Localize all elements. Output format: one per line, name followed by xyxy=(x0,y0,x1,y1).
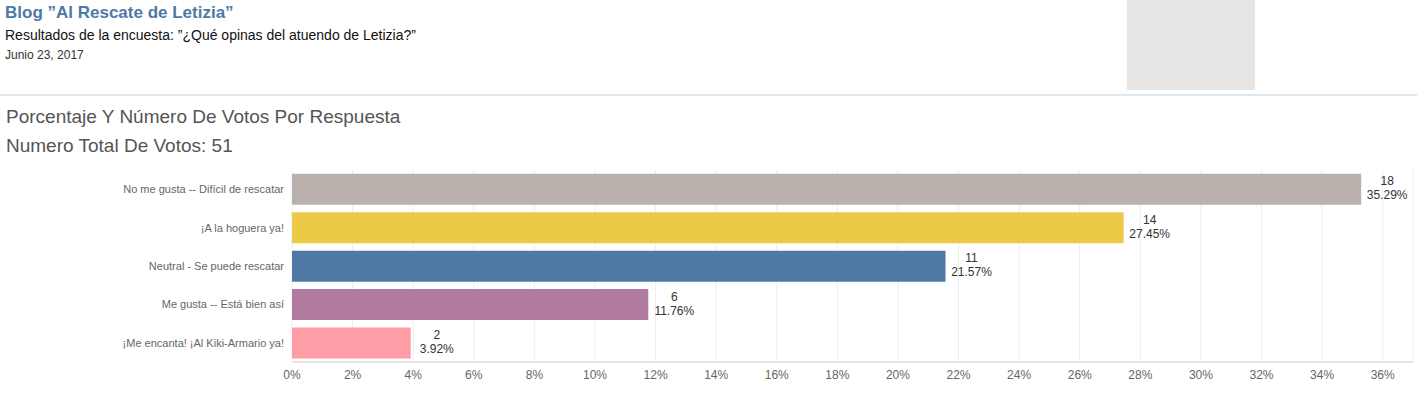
svg-text:27.45%: 27.45% xyxy=(1129,227,1170,241)
svg-text:10%: 10% xyxy=(583,368,607,382)
svg-text:20%: 20% xyxy=(886,368,910,382)
html-text:Resultados de la encuesta: ”¿Q: Resultados de la encuesta: ”¿Qué opinas … xyxy=(5,27,416,43)
svg-text:No me gusta -- Difícil de resc: No me gusta -- Difícil de rescatar xyxy=(123,183,284,195)
svg-text:6%: 6% xyxy=(465,368,483,382)
svg-text:18%: 18% xyxy=(825,368,849,382)
svg-text:2%: 2% xyxy=(344,368,362,382)
svg-text:Neutral - Se puede rescatar: Neutral - Se puede rescatar xyxy=(149,260,284,272)
svg-text:35.29%: 35.29% xyxy=(1367,188,1408,202)
svg-text:26%: 26% xyxy=(1068,368,1092,382)
svg-text:6: 6 xyxy=(671,290,678,304)
svg-text:24%: 24% xyxy=(1007,368,1031,382)
svg-text:8%: 8% xyxy=(526,368,544,382)
svg-text:22%: 22% xyxy=(947,368,971,382)
svg-text:30%: 30% xyxy=(1189,368,1213,382)
svg-text:11: 11 xyxy=(965,251,978,265)
svg-text:2: 2 xyxy=(433,328,440,342)
svg-text:11.76%: 11.76% xyxy=(654,304,694,318)
html-text:Blog ”Al Rescate de Letizia”: Blog ”Al Rescate de Letizia” xyxy=(5,3,234,22)
svg-text:Me gusta -- Está bien así: Me gusta -- Está bien así xyxy=(162,298,284,310)
svg-text:14%: 14% xyxy=(704,368,728,382)
svg-text:21.57%: 21.57% xyxy=(951,265,992,279)
svg-text:14: 14 xyxy=(1143,213,1157,227)
svg-text:12%: 12% xyxy=(644,368,668,382)
svg-text:32%: 32% xyxy=(1249,368,1273,382)
html-text:Porcentaje Y Número De Votos P: Porcentaje Y Número De Votos Por Respues… xyxy=(6,106,401,127)
svg-text:0%: 0% xyxy=(283,368,301,382)
svg-text:3.92%: 3.92% xyxy=(420,342,454,356)
svg-text:4%: 4% xyxy=(405,368,423,382)
html-text:Junio 23, 2017: Junio 23, 2017 xyxy=(5,48,84,62)
svg-text:16%: 16% xyxy=(765,368,789,382)
svg-text:18: 18 xyxy=(1381,174,1395,188)
svg-text:34%: 34% xyxy=(1310,368,1334,382)
svg-text:¡Me encanta! ¡Al Kiki-Armario: ¡Me encanta! ¡Al Kiki-Armario ya! xyxy=(123,337,284,349)
svg-text:28%: 28% xyxy=(1128,368,1152,382)
html-text:Numero Total De Votos: 51: Numero Total De Votos: 51 xyxy=(6,135,233,156)
svg-text:36%: 36% xyxy=(1371,368,1395,382)
svg-text:¡A la hoguera ya!: ¡A la hoguera ya! xyxy=(201,222,284,234)
